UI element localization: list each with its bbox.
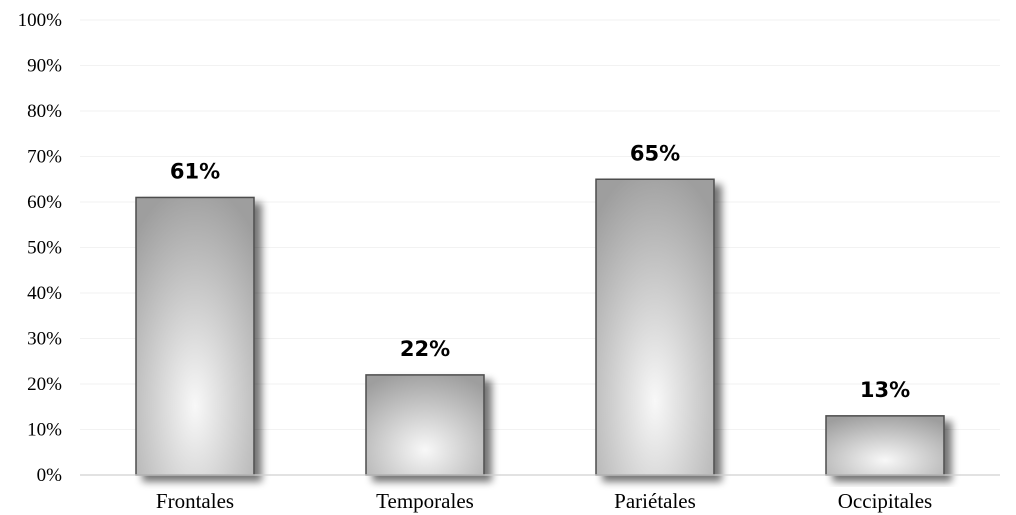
bars (135, 178, 945, 476)
x-category-label: Occipitales (838, 489, 932, 513)
data-label: 61% (170, 159, 220, 183)
y-tick-label: 90% (27, 56, 62, 77)
y-tick-label: 0% (37, 465, 63, 486)
y-tick-label: 40% (27, 283, 62, 304)
bar-frontales (135, 196, 255, 476)
data-label: 22% (400, 337, 450, 361)
data-labels: 61% 22% 65% 13% (170, 141, 910, 402)
x-category-label: Frontales (156, 489, 234, 513)
y-tick-label: 60% (27, 192, 62, 213)
y-tick-label: 70% (27, 147, 62, 168)
x-axis-category-labels: Frontales Temporales Pariétales Occipitales (156, 489, 932, 513)
y-axis-tick-labels: 0% 10% 20% 30% 40% 50% 60% 70% 80% 90% 100% (18, 10, 63, 486)
y-tick-label: 20% (27, 374, 62, 395)
data-label: 65% (630, 141, 680, 165)
y-tick-label: 80% (27, 101, 62, 122)
bar-occipitales (825, 415, 945, 476)
bar-temporales (365, 374, 485, 476)
x-category-label: Temporales (376, 489, 474, 513)
y-tick-label: 100% (18, 10, 63, 31)
y-tick-label: 30% (27, 329, 62, 350)
bar-pari-tales (595, 178, 715, 476)
y-tick-label: 10% (27, 420, 62, 441)
data-label: 13% (860, 378, 910, 402)
y-tick-label: 50% (27, 238, 62, 259)
x-category-label: Pariétales (614, 489, 696, 513)
